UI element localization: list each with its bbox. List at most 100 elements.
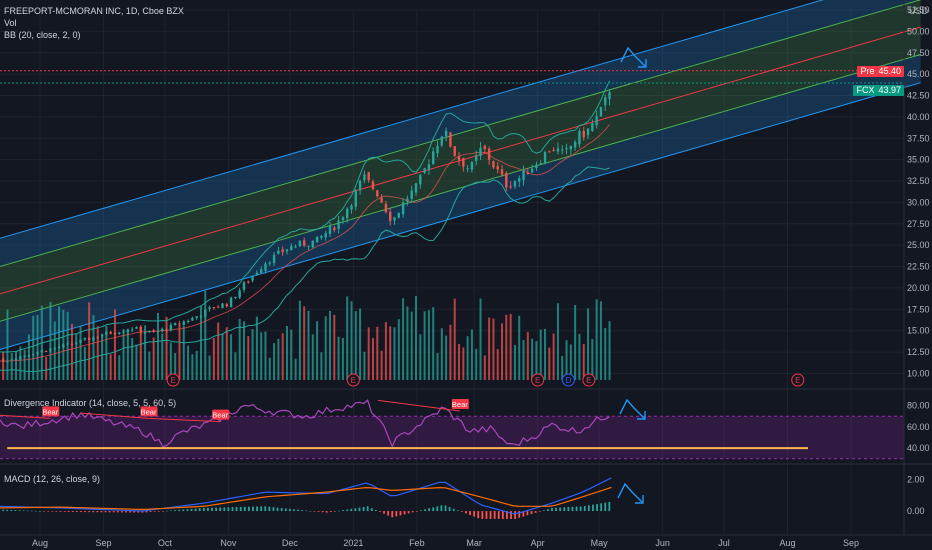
macd-hist-46	[133, 511, 136, 513]
osc-line	[0, 399, 610, 448]
channel-lower-line	[0, 82, 921, 350]
candle-body-63	[186, 320, 190, 323]
volume-bar-43	[101, 333, 104, 380]
bollinger-legend[interactable]: BB (20, close, 2, 0)	[4, 30, 81, 40]
macd-hist-94	[231, 507, 234, 512]
macd-hist-52	[145, 511, 148, 513]
candle-body-53	[143, 332, 147, 334]
candle-body-100	[345, 208, 349, 219]
candle-body-150	[561, 149, 564, 151]
price-tick-5: 40.00	[907, 112, 930, 122]
volume-bar-89	[298, 300, 301, 380]
divergence-legend[interactable]: Divergence Indicator (14, close, 5, 5, 6…	[4, 398, 177, 408]
bear-label-4: Bear	[452, 400, 468, 409]
volume-bar-77	[247, 336, 250, 380]
macd-hist-134	[313, 511, 316, 512]
month-tick-11: Jul	[718, 538, 730, 548]
volume-bar-86	[285, 326, 288, 380]
macd-hist-220	[489, 511, 492, 519]
candle-body-59	[169, 324, 173, 331]
macd-hist-256	[563, 507, 566, 512]
macd-hist-16	[71, 511, 74, 512]
volume-bar-128	[466, 336, 469, 380]
macd-hist-208	[465, 511, 467, 514]
dividend-marker-0	[561, 373, 575, 387]
price-tick-10: 27.50	[907, 219, 930, 229]
candle-body-106	[371, 181, 375, 190]
volume-bar-134	[492, 318, 495, 380]
volume-bar-42	[96, 326, 99, 380]
earnings-label-1: E	[170, 376, 175, 385]
osc-forecast-arrow-head	[637, 411, 646, 420]
macd-hist-66	[174, 510, 177, 512]
price-tick-13: 20.00	[907, 283, 930, 293]
volume-bar-97	[333, 314, 336, 380]
month-tick-6: Feb	[409, 538, 425, 548]
macd-hist-82	[207, 507, 209, 512]
macd-hist--18	[2, 509, 5, 512]
volume-bar-92	[311, 334, 314, 380]
macd-hist-160	[366, 506, 369, 512]
volume-bar-99	[341, 338, 344, 380]
macd-hist-18	[75, 511, 78, 512]
candle-body-22	[10, 359, 13, 361]
volume-legend[interactable]: Vol	[4, 18, 17, 28]
candle-body-28	[36, 352, 39, 354]
candle-body-79	[255, 272, 259, 275]
price-forecast-arrow-path	[620, 46, 646, 67]
volume-bar-143	[531, 338, 534, 380]
volume-bar-136	[501, 323, 504, 380]
macd-hist-258	[567, 507, 570, 512]
volume-bar-85	[281, 333, 284, 380]
volume-bar-140	[518, 315, 521, 380]
volume-bar-100	[346, 296, 349, 380]
volume-bar-55	[152, 337, 155, 380]
macd-legend[interactable]: MACD (12, 26, close, 9)	[4, 474, 101, 484]
macd-hist-278	[608, 501, 611, 512]
month-tick-3: Nov	[220, 538, 237, 548]
candle-body-147	[548, 151, 551, 153]
candle-body-138	[509, 186, 512, 188]
macd-hist-204	[456, 510, 459, 512]
volume-bar-148	[552, 333, 555, 380]
month-tick-8: Apr	[531, 538, 545, 548]
volume-bar-46	[113, 309, 116, 380]
macd-hist-36	[112, 511, 115, 513]
candle-body-39	[83, 337, 87, 340]
macd-hist-202	[452, 508, 455, 512]
bear-label-box-4	[451, 398, 469, 409]
axes: 52.50 50.00 47.50 45.00 42.50 40.00 37.50 35.00…	[32, 0, 930, 548]
volume-bar-149	[556, 303, 559, 380]
macd-hist-248	[546, 509, 549, 512]
macd-hist-276	[604, 502, 607, 512]
macd-hist-116	[276, 507, 279, 512]
volume-bar-130	[475, 348, 478, 380]
earnings-marker-5	[791, 373, 805, 387]
osc-tick-0: 80.00	[907, 401, 930, 411]
candle-body-33	[57, 346, 61, 348]
volume-bar-101	[350, 301, 353, 380]
candle-body-55	[152, 330, 155, 332]
macd-hist-56	[153, 511, 156, 512]
candle-body-83	[272, 254, 276, 263]
price-lines	[0, 70, 904, 84]
macd-hist-166	[379, 511, 381, 512]
volume-bar-88	[294, 358, 297, 380]
volume-bar-144	[535, 341, 538, 380]
volume-bar-20	[2, 351, 5, 380]
volume-bars	[2, 290, 611, 380]
month-tick-1: Sep	[95, 538, 111, 548]
month-tick-0: Aug	[32, 538, 48, 548]
macd-hist-254	[559, 507, 562, 512]
macd-hist-188	[424, 509, 426, 512]
macd-hist-128	[301, 510, 304, 512]
macd-hist-182	[411, 511, 414, 513]
volume-bar-81	[264, 331, 267, 380]
candle-body-113	[401, 202, 405, 215]
month-tick-2: Oct	[158, 538, 173, 548]
earnings-label-4: E	[586, 376, 591, 385]
volume-bar-120	[432, 307, 435, 380]
month-tick-13: Sep	[843, 538, 859, 548]
symbol-title[interactable]: FREEPORT-MCMORAN INC, 1D, Cboe BZX	[4, 6, 184, 16]
